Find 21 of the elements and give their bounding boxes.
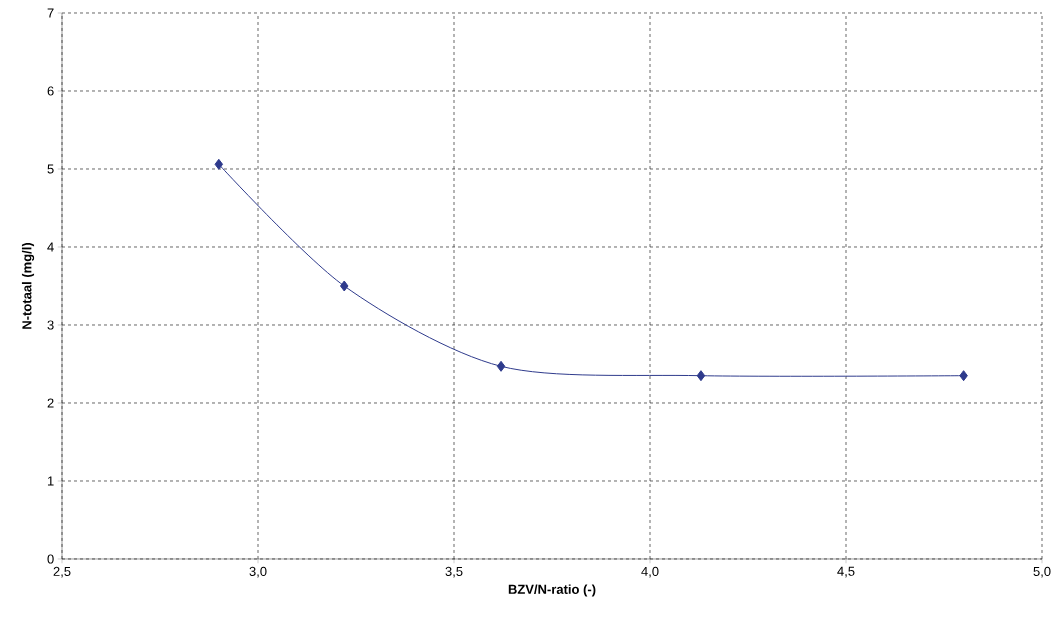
x-tick-label: 2,5 [53,566,71,578]
y-tick-label: 2 [47,398,54,408]
x-tick-label: 3,5 [445,566,463,578]
y-tick-label: 5 [47,164,54,174]
x-tick-label: 4,0 [641,566,659,578]
point [959,370,968,382]
y-tick-label: 7 [47,8,54,18]
point [214,158,224,170]
point [696,370,706,382]
x-tick-label: 4,5 [837,566,855,578]
y-tick-label: 0 [47,554,54,564]
y-tick-label: 3 [47,320,54,330]
y-axis-title: N-totaal (mg/l) [21,242,35,329]
y-tick-label: 6 [47,86,54,96]
y-tick-label: 1 [47,476,54,486]
point [340,280,349,292]
y-tick-label: 4 [47,242,54,252]
point [496,360,506,372]
x-axis-title: BZV/N-ratio (-) [508,584,596,597]
x-tick-label: 5,0 [1033,566,1051,578]
x-tick-label: 3,0 [249,566,267,578]
